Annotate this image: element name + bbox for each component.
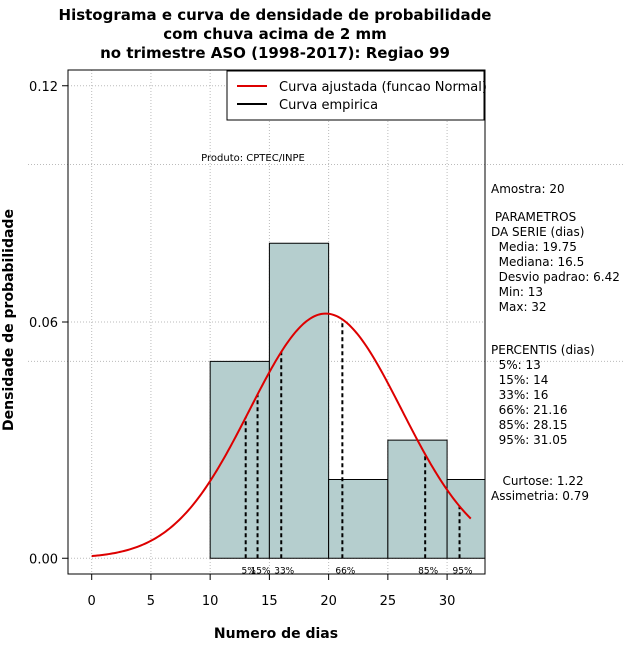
histogram-bar — [446, 479, 486, 559]
legend-layer: Curva ajustada (funcao Normal) Curva empi… — [226, 70, 487, 121]
percentile-label: 95% — [453, 566, 473, 576]
param-min: Min: 13 — [491, 285, 544, 299]
legend-box — [226, 70, 485, 121]
param-desvio: Desvio padrao: 6.42 — [491, 270, 620, 284]
chart-title-line-1: Histograma e curva de densidade de proba… — [58, 6, 492, 24]
params-title: PARAMETROS DA SERIE (dias) — [491, 210, 585, 239]
y-tick-label: 0.12 — [29, 80, 58, 95]
percentil-33: 33%: 16 — [491, 388, 549, 402]
x-tick-label: 5 — [147, 594, 155, 609]
chart-title-line-3: no trimestre ASO (1998-2017): Regiao 99 — [100, 44, 450, 62]
y-tick-label: 0.00 — [29, 552, 58, 567]
x-tick-label: 20 — [320, 594, 337, 609]
y-tick-label: 0.06 — [29, 316, 58, 331]
percentile-label: 33% — [274, 566, 294, 576]
x-tick-label: 10 — [202, 594, 219, 609]
x-axis-label: Numero de dias — [214, 626, 338, 642]
percentil-5: 5%: 13 — [491, 358, 541, 372]
product-label: Produto: CPTEC/INPE — [201, 153, 305, 164]
normal-fit-curve — [91, 312, 472, 558]
percentile-label: 5% — [242, 566, 257, 576]
percentil-66: 66%: 21.16 — [491, 403, 568, 417]
x-tick-label: 25 — [380, 594, 397, 609]
histogram-bar — [268, 242, 330, 559]
param-mediana: Mediana: 16.5 — [491, 255, 585, 269]
bars-layer — [209, 242, 486, 559]
x-tick-label: 15 — [261, 594, 278, 609]
histogram-bar — [328, 479, 389, 559]
percentile-label: 66% — [335, 566, 355, 576]
percentil-95: 95%: 31.05 — [491, 433, 568, 447]
percentis-title: PERCENTIS (dias) — [491, 343, 595, 357]
x-tick-label: 30 — [439, 594, 456, 609]
curve-layer — [91, 312, 472, 558]
curtose: Curtose: 1.22 — [491, 474, 584, 488]
legend-label: Curva empirica — [279, 98, 378, 113]
legend-label: Curva ajustada (funcao Normal) — [279, 80, 487, 95]
axes-layer: 0 5 10 15 20 25 30 0.00 0.06 0.12 — [29, 69, 486, 609]
percentile-lines-layer: 5%15% 33% 66% 85% 95% — [242, 319, 473, 576]
percentil-15: 15%: 14 — [491, 373, 549, 387]
percentil-85: 85%: 28.15 — [491, 418, 568, 432]
sample-size: Amostra: 20 — [491, 182, 565, 196]
x-tick-label: 0 — [88, 594, 96, 609]
histogram-bar — [387, 439, 448, 559]
param-max: Max: 32 — [491, 300, 547, 314]
percentile-label: 15% — [251, 566, 271, 576]
chart-title-line-2: com chuva acima de 2 mm — [163, 25, 387, 43]
percentile-label: 85% — [418, 566, 438, 576]
histogram-bar — [209, 360, 270, 559]
assimetria: Assimetria: 0.79 — [491, 489, 590, 503]
param-media: Media: 19.75 — [491, 240, 577, 254]
y-axis-label: Densidade de probabilidade — [1, 209, 17, 431]
